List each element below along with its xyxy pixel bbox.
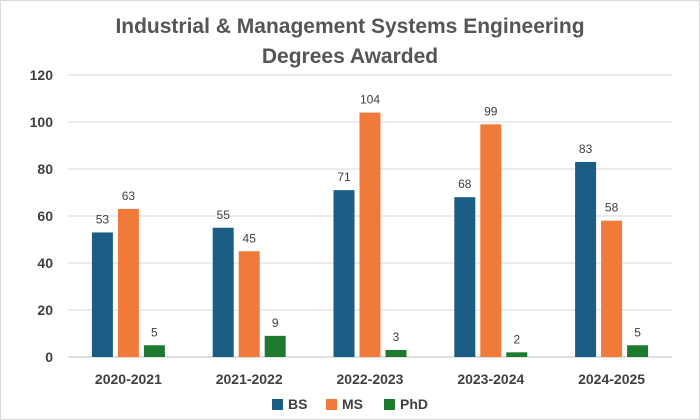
data-label-phd-2024-2025: 5 [634,325,641,339]
bar-phd-2020-2021 [143,345,165,357]
legend-label-ms: MS [342,396,363,412]
data-label-ms-2023-2024: 99 [484,104,498,118]
chart-title-line-2: Degrees Awarded [262,45,438,68]
bar-bs-2023-2024 [454,197,476,357]
bar-ms-2022-2023 [359,112,381,357]
bar-bs-2020-2021 [91,232,113,357]
bar-ms-2021-2022 [238,251,260,357]
y-tick-label: 100 [30,114,54,130]
x-tick-label: 2020-2021 [95,371,162,387]
y-tick-label: 20 [37,302,53,318]
x-tick-label: 2024-2025 [578,371,645,387]
x-tick-label: 2021-2022 [216,371,283,387]
data-label-bs-2021-2022: 55 [217,208,231,222]
data-label-bs-2023-2024: 68 [458,177,472,191]
bar-ms-2024-2025 [601,220,623,357]
y-tick-label: 60 [37,208,53,224]
bar-phd-2022-2023 [385,349,407,357]
y-tick-label: 80 [37,161,53,177]
data-label-bs-2020-2021: 53 [96,212,110,226]
x-tick-label: 2023-2024 [457,371,524,387]
bar-phd-2024-2025 [627,345,649,357]
bar-ms-2023-2024 [480,124,502,357]
data-label-bs-2022-2023: 71 [337,170,351,184]
y-tick-label: 0 [45,349,53,365]
data-label-phd-2021-2022: 9 [272,316,279,330]
data-label-phd-2020-2021: 5 [151,325,158,339]
data-label-phd-2023-2024: 2 [513,332,520,346]
chart-title-line-1: Industrial & Management Systems Engineer… [115,15,584,38]
y-tick-label: 120 [30,67,54,83]
data-label-ms-2021-2022: 45 [243,231,257,245]
bar-ms-2020-2021 [117,208,139,357]
data-label-ms-2020-2021: 63 [122,189,136,203]
legend-label-phd: PhD [400,396,428,412]
legend-label-bs: BS [288,396,307,412]
legend-swatch-phd [384,399,395,410]
x-tick-label: 2022-2023 [337,371,404,387]
legend-swatch-ms [326,399,337,410]
data-label-phd-2022-2023: 3 [393,330,400,344]
data-label-ms-2022-2023: 104 [360,93,380,107]
bar-phd-2023-2024 [506,352,528,357]
y-tick-label: 40 [37,255,53,271]
bar-bs-2024-2025 [575,161,597,357]
legend-swatch-bs [272,399,283,410]
bar-bs-2022-2023 [333,190,355,357]
data-label-bs-2024-2025: 83 [579,142,593,156]
bar-phd-2021-2022 [264,335,286,357]
data-label-ms-2024-2025: 58 [605,201,619,215]
bar-bs-2021-2022 [212,227,234,357]
